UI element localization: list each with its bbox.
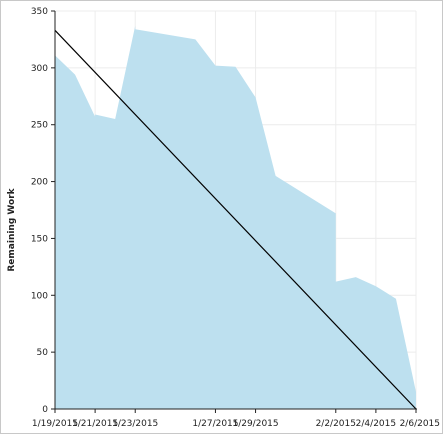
x-tick-label: 2/6/2015 [400,419,440,429]
remaining-work-area [55,25,416,409]
x-tick-label: 1/19/2015 [32,419,78,429]
y-tick-label: 250 [31,121,48,131]
y-tick-label: 100 [31,291,48,301]
y-tick-label: 300 [31,64,48,74]
x-tick-label: 1/23/2015 [112,419,158,429]
x-tick-label: 1/21/2015 [72,419,118,429]
x-tick-label: 2/4/2015 [356,419,396,429]
x-tick-label: 1/27/2015 [192,419,238,429]
ideal-trend-line [54,29,417,410]
x-tick-label: 2/2/2015 [316,419,356,429]
y-tick-label: 50 [37,348,49,358]
y-tick-label: 200 [31,178,48,188]
y-tick-label: 0 [42,405,48,415]
x-tick-label: 1/29/2015 [232,419,278,429]
y-tick-label: 350 [31,7,48,17]
y-tick-label: 150 [31,234,48,244]
y-axis-title: Remaining Work [7,187,17,271]
